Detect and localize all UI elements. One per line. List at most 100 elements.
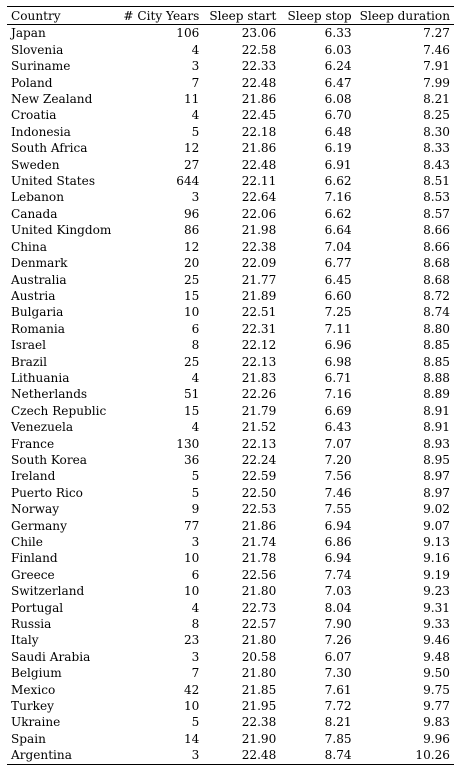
- table-row: Bulgaria 10 22.51 7.25 8.74: [7, 304, 454, 320]
- table-row: Norway 9 22.53 7.55 9.02: [7, 501, 454, 517]
- cell-sleep-start: 22.38: [241, 239, 277, 254]
- cell-country: Romania: [11, 321, 65, 336]
- table-row: Suriname 3 22.33 6.24 7.91: [7, 58, 454, 74]
- table-row: Austria 15 21.89 6.60 8.72: [7, 288, 454, 304]
- cell-sleep-stop: 7.61: [324, 682, 352, 697]
- cell-sleep-stop: 6.33: [324, 26, 352, 41]
- cell-sleep-start: 22.53: [241, 502, 277, 517]
- cell-sleep-duration: 9.02: [423, 502, 450, 517]
- cell-sleep-stop: 6.62: [324, 206, 352, 221]
- cell-sleep-duration: 8.30: [423, 124, 450, 139]
- cell-city-years: 6: [191, 567, 200, 582]
- cell-sleep-duration: 8.91: [423, 420, 450, 435]
- cell-sleep-stop: 7.20: [324, 452, 352, 467]
- cell-city-years: 10: [183, 699, 200, 714]
- sleep-table: Country # City Years Sleep start Sleep s…: [7, 6, 454, 765]
- cell-country: Greece: [11, 567, 55, 582]
- cell-sleep-duration: 9.13: [423, 535, 450, 549]
- cell-sleep-start: 21.79: [241, 403, 277, 418]
- cell-sleep-stop: 6.91: [324, 157, 352, 172]
- cell-country: Japan: [11, 26, 46, 41]
- cell-sleep-start: 22.73: [241, 600, 277, 615]
- cell-sleep-start: 22.06: [241, 206, 277, 221]
- cell-sleep-stop: 6.94: [324, 551, 352, 566]
- cell-sleep-stop: 7.25: [324, 305, 352, 320]
- table-row: Brazil 25 22.13 6.98 8.85: [7, 354, 454, 370]
- cell-city-years: 51: [183, 387, 200, 402]
- cell-sleep-start: 21.78: [241, 551, 277, 566]
- cell-country: Mexico: [11, 682, 56, 697]
- cell-city-years: 4: [191, 42, 200, 57]
- cell-country: Saudi Arabia: [11, 649, 91, 664]
- cell-sleep-duration: 7.91: [423, 59, 450, 74]
- cell-sleep-duration: 7.46: [423, 42, 450, 57]
- cell-sleep-duration: 8.21: [423, 92, 450, 107]
- cell-sleep-start: 22.24: [241, 452, 277, 467]
- table-row: Poland 7 22.48 6.47 7.99: [7, 75, 454, 91]
- cell-sleep-duration: 9.96: [423, 731, 450, 746]
- cell-sleep-stop: 7.85: [324, 731, 352, 746]
- cell-sleep-duration: 8.85: [423, 338, 450, 353]
- cell-sleep-start: 22.33: [241, 59, 277, 74]
- cell-sleep-start: 21.95: [241, 699, 277, 714]
- cell-sleep-duration: 8.95: [423, 452, 450, 467]
- cell-sleep-start: 21.74: [241, 535, 277, 549]
- cell-sleep-stop: 6.69: [324, 403, 352, 418]
- cell-country: South Korea: [11, 452, 87, 467]
- cell-sleep-duration: 8.93: [423, 436, 450, 451]
- cell-country: Croatia: [11, 108, 57, 123]
- cell-country: Venezuela: [11, 420, 74, 435]
- cell-sleep-start: 22.48: [241, 748, 277, 763]
- cell-country: Norway: [11, 502, 60, 517]
- cell-sleep-start: 20.58: [241, 649, 277, 664]
- cell-city-years: 4: [191, 420, 200, 435]
- cell-sleep-stop: 6.96: [324, 338, 352, 353]
- table-row: Argentina 3 22.48 8.74 10.26: [7, 747, 454, 765]
- cell-city-years: 8: [191, 617, 200, 632]
- table-row: Russia 8 22.57 7.90 9.33: [7, 616, 454, 632]
- cell-city-years: 14: [183, 731, 200, 746]
- cell-sleep-stop: 6.71: [324, 370, 352, 385]
- cell-country: Ukraine: [11, 715, 61, 730]
- table-row: Portugal 4 22.73 8.04 9.31: [7, 600, 454, 616]
- table-row: Romania 6 22.31 7.11 8.80: [7, 321, 454, 337]
- table-row: Finland 10 21.78 6.94 9.16: [7, 550, 454, 566]
- cell-sleep-duration: 9.50: [423, 666, 450, 681]
- cell-country: Ireland: [11, 469, 56, 484]
- cell-sleep-start: 21.77: [241, 272, 277, 287]
- cell-sleep-stop: 7.16: [324, 387, 352, 402]
- cell-country: United Kingdom: [11, 223, 112, 238]
- cell-country: Turkey: [11, 699, 54, 714]
- cell-sleep-stop: 7.11: [324, 321, 352, 336]
- cell-sleep-stop: 6.62: [324, 174, 352, 189]
- cell-sleep-start: 22.12: [241, 338, 277, 353]
- table-row: Israel 8 22.12 6.96 8.85: [7, 337, 454, 353]
- cell-sleep-stop: 6.45: [324, 272, 352, 287]
- cell-country: South Africa: [11, 141, 88, 156]
- cell-city-years: 6: [191, 321, 200, 336]
- cell-city-years: 130: [176, 436, 200, 451]
- cell-country: Austria: [11, 288, 56, 303]
- cell-sleep-start: 21.86: [241, 92, 277, 107]
- table-row: Venezuela 4 21.52 6.43 8.91: [7, 419, 454, 435]
- table-row: United Kingdom 86 21.98 6.64 8.66: [7, 222, 454, 238]
- cell-sleep-duration: 8.66: [423, 239, 450, 254]
- cell-sleep-start: 21.98: [241, 223, 277, 238]
- cell-sleep-start: 21.90: [241, 731, 277, 746]
- cell-sleep-stop: 7.46: [324, 485, 352, 500]
- table-row: Italy 23 21.80 7.26 9.46: [7, 632, 454, 648]
- cell-sleep-start: 22.13: [241, 436, 277, 451]
- cell-sleep-duration: 9.23: [423, 584, 450, 599]
- cell-sleep-start: 21.83: [241, 370, 277, 385]
- header-country: Country: [11, 9, 61, 23]
- cell-sleep-start: 21.80: [241, 666, 277, 681]
- cell-country: Russia: [11, 617, 52, 632]
- cell-city-years: 3: [191, 535, 200, 549]
- table-row: United States 644 22.11 6.62 8.51: [7, 173, 454, 189]
- cell-sleep-duration: 8.88: [423, 370, 450, 385]
- cell-city-years: 3: [191, 748, 200, 763]
- cell-sleep-duration: 9.19: [423, 567, 450, 582]
- cell-sleep-duration: 10.26: [415, 748, 450, 763]
- table-row: South Africa 12 21.86 6.19 8.33: [7, 140, 454, 156]
- cell-country: Brazil: [11, 354, 47, 369]
